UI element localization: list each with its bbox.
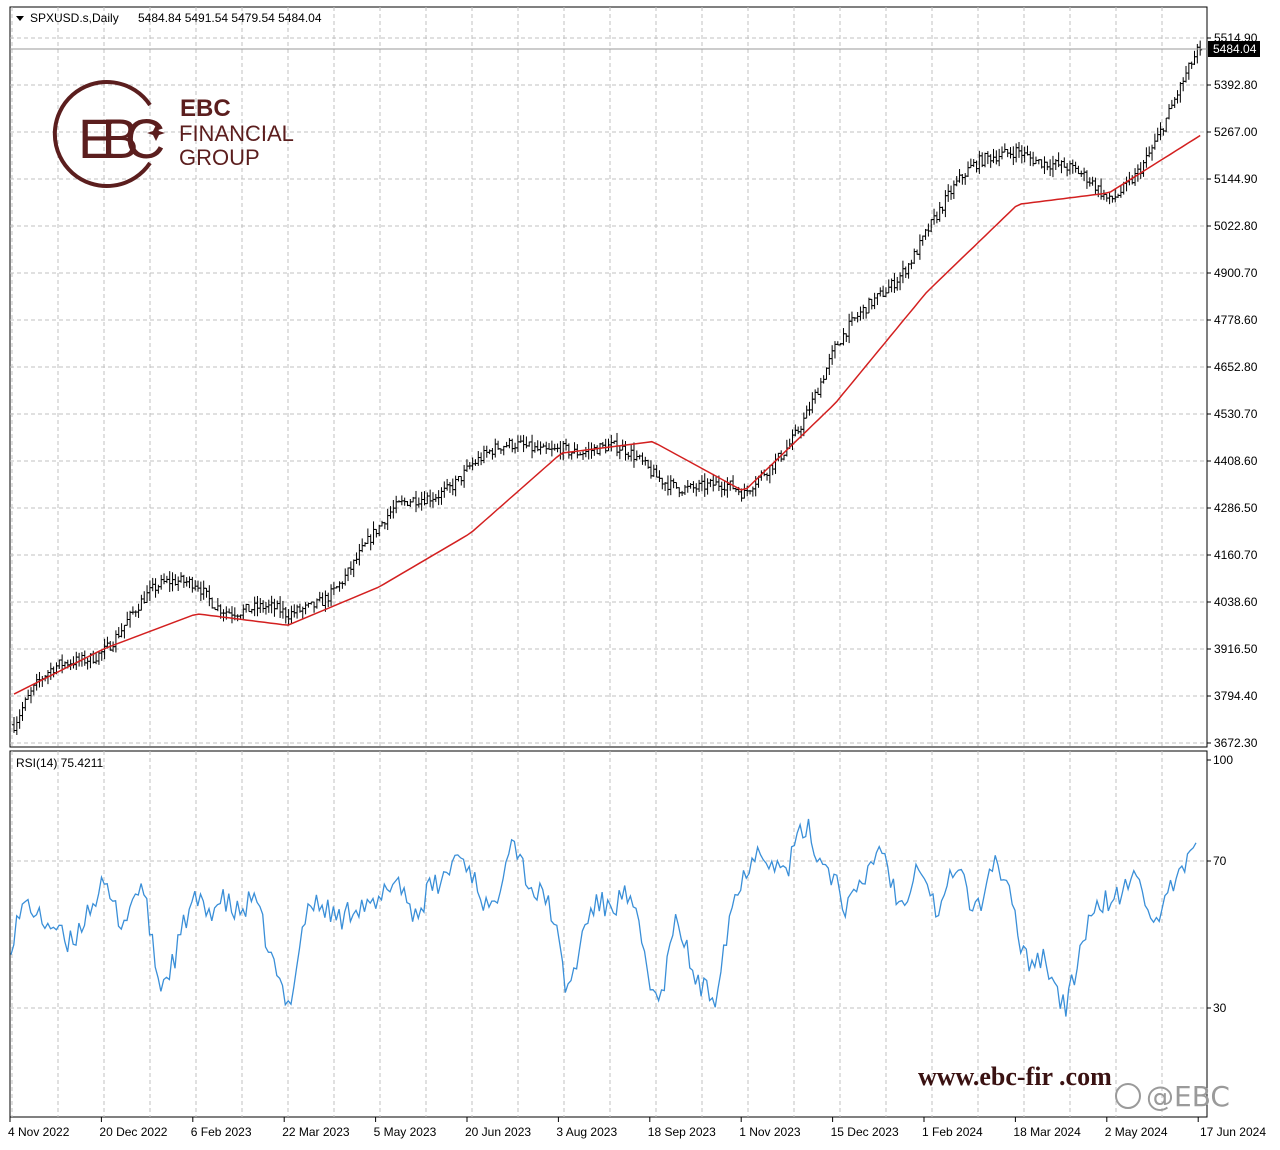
price-tick-label: 5267.00 [1214,125,1258,139]
price-bars [12,40,1203,735]
price-tick-label: 3916.50 [1214,642,1258,656]
date-tick-label: 3 Aug 2023 [556,1125,617,1139]
rsi-tick-label: 30 [1213,1001,1227,1015]
date-tick-label: 1 Nov 2023 [739,1125,801,1139]
symbol-label[interactable]: SPXUSD.s,Daily [30,11,119,25]
date-tick-label: 20 Jun 2023 [465,1125,531,1139]
date-tick-label: 6 Feb 2023 [191,1125,252,1139]
price-tick-label: 4160.70 [1214,548,1258,562]
date-tick-label: 1 Feb 2024 [922,1125,983,1139]
logo-word-group: GROUP [179,145,260,170]
date-tick-label: 18 Mar 2024 [1013,1125,1081,1139]
price-tick-label: 4408.60 [1214,454,1258,468]
date-tick-label: 18 Sep 2023 [648,1125,716,1139]
date-tick-label: 20 Dec 2022 [99,1125,167,1139]
price-tick-label: 5022.80 [1214,219,1258,233]
main-chart-grid [10,7,1207,747]
price-tick-label: 4652.80 [1214,360,1258,374]
logo-ring-icon [52,80,152,188]
rsi-tick-label: 100 [1213,753,1233,767]
price-tick-label: 4778.60 [1214,313,1258,327]
date-tick-label: 22 Mar 2023 [282,1125,350,1139]
price-tick-label: 4900.70 [1214,266,1258,280]
price-tick-label: 5144.90 [1214,172,1258,186]
wechat-icon [1115,1083,1141,1109]
price-tag: 5484.04 [1213,42,1257,56]
rsi-axis: 100 70 30 [1207,753,1233,1015]
watermark-url: www.ebc-fir .com [918,1062,1112,1091]
logo-word-financial: FINANCIAL [179,121,294,146]
ohlc-values: 5484.84 5491.54 5479.54 5484.04 [138,11,322,25]
price-axis: 5514.90 5392.80 5267.00 5144.90 5022.80 4900.… [1207,31,1258,750]
rsi-panel-grid [10,751,1207,1117]
price-bar [1198,40,1203,56]
symbol-dropdown-icon[interactable] [16,16,24,21]
rsi-panel-frame [9,750,1208,1118]
price-tick-label: 5514.90 [1214,31,1258,45]
logo-monogram: EBC [78,107,164,170]
price-tick-label: 3794.40 [1214,689,1258,703]
date-tick-label: 17 Jun 2024 [1200,1125,1266,1139]
price-tag-box [1208,41,1260,57]
price-tick-label: 4038.60 [1214,595,1258,609]
price-tick-label: 3672.30 [1214,736,1258,750]
logo-star-icon [147,125,165,141]
date-tick-label: 2 May 2024 [1105,1125,1168,1139]
price-tick-label: 4530.70 [1214,407,1258,421]
date-tick-label: 5 May 2023 [374,1125,437,1139]
main-chart-frame [9,6,1208,748]
rsi-label: RSI(14) 75.4211 [16,756,103,770]
date-tick-label: 15 Dec 2023 [831,1125,899,1139]
moving-average-line [13,134,1201,695]
price-tick-label: 4286.50 [1214,501,1258,515]
watermark-handle: @EBC [1146,1080,1230,1113]
logo-word-ebc: EBC [180,95,231,122]
price-tick-label: 5392.80 [1214,78,1258,92]
rsi-tick-label: 70 [1213,854,1227,868]
time-axis: 4 Nov 2022 20 Dec 2022 6 Feb 2023 22 Mar 20… [8,1117,1266,1139]
rsi-line [10,818,1197,1017]
date-tick-label: 4 Nov 2022 [8,1125,70,1139]
